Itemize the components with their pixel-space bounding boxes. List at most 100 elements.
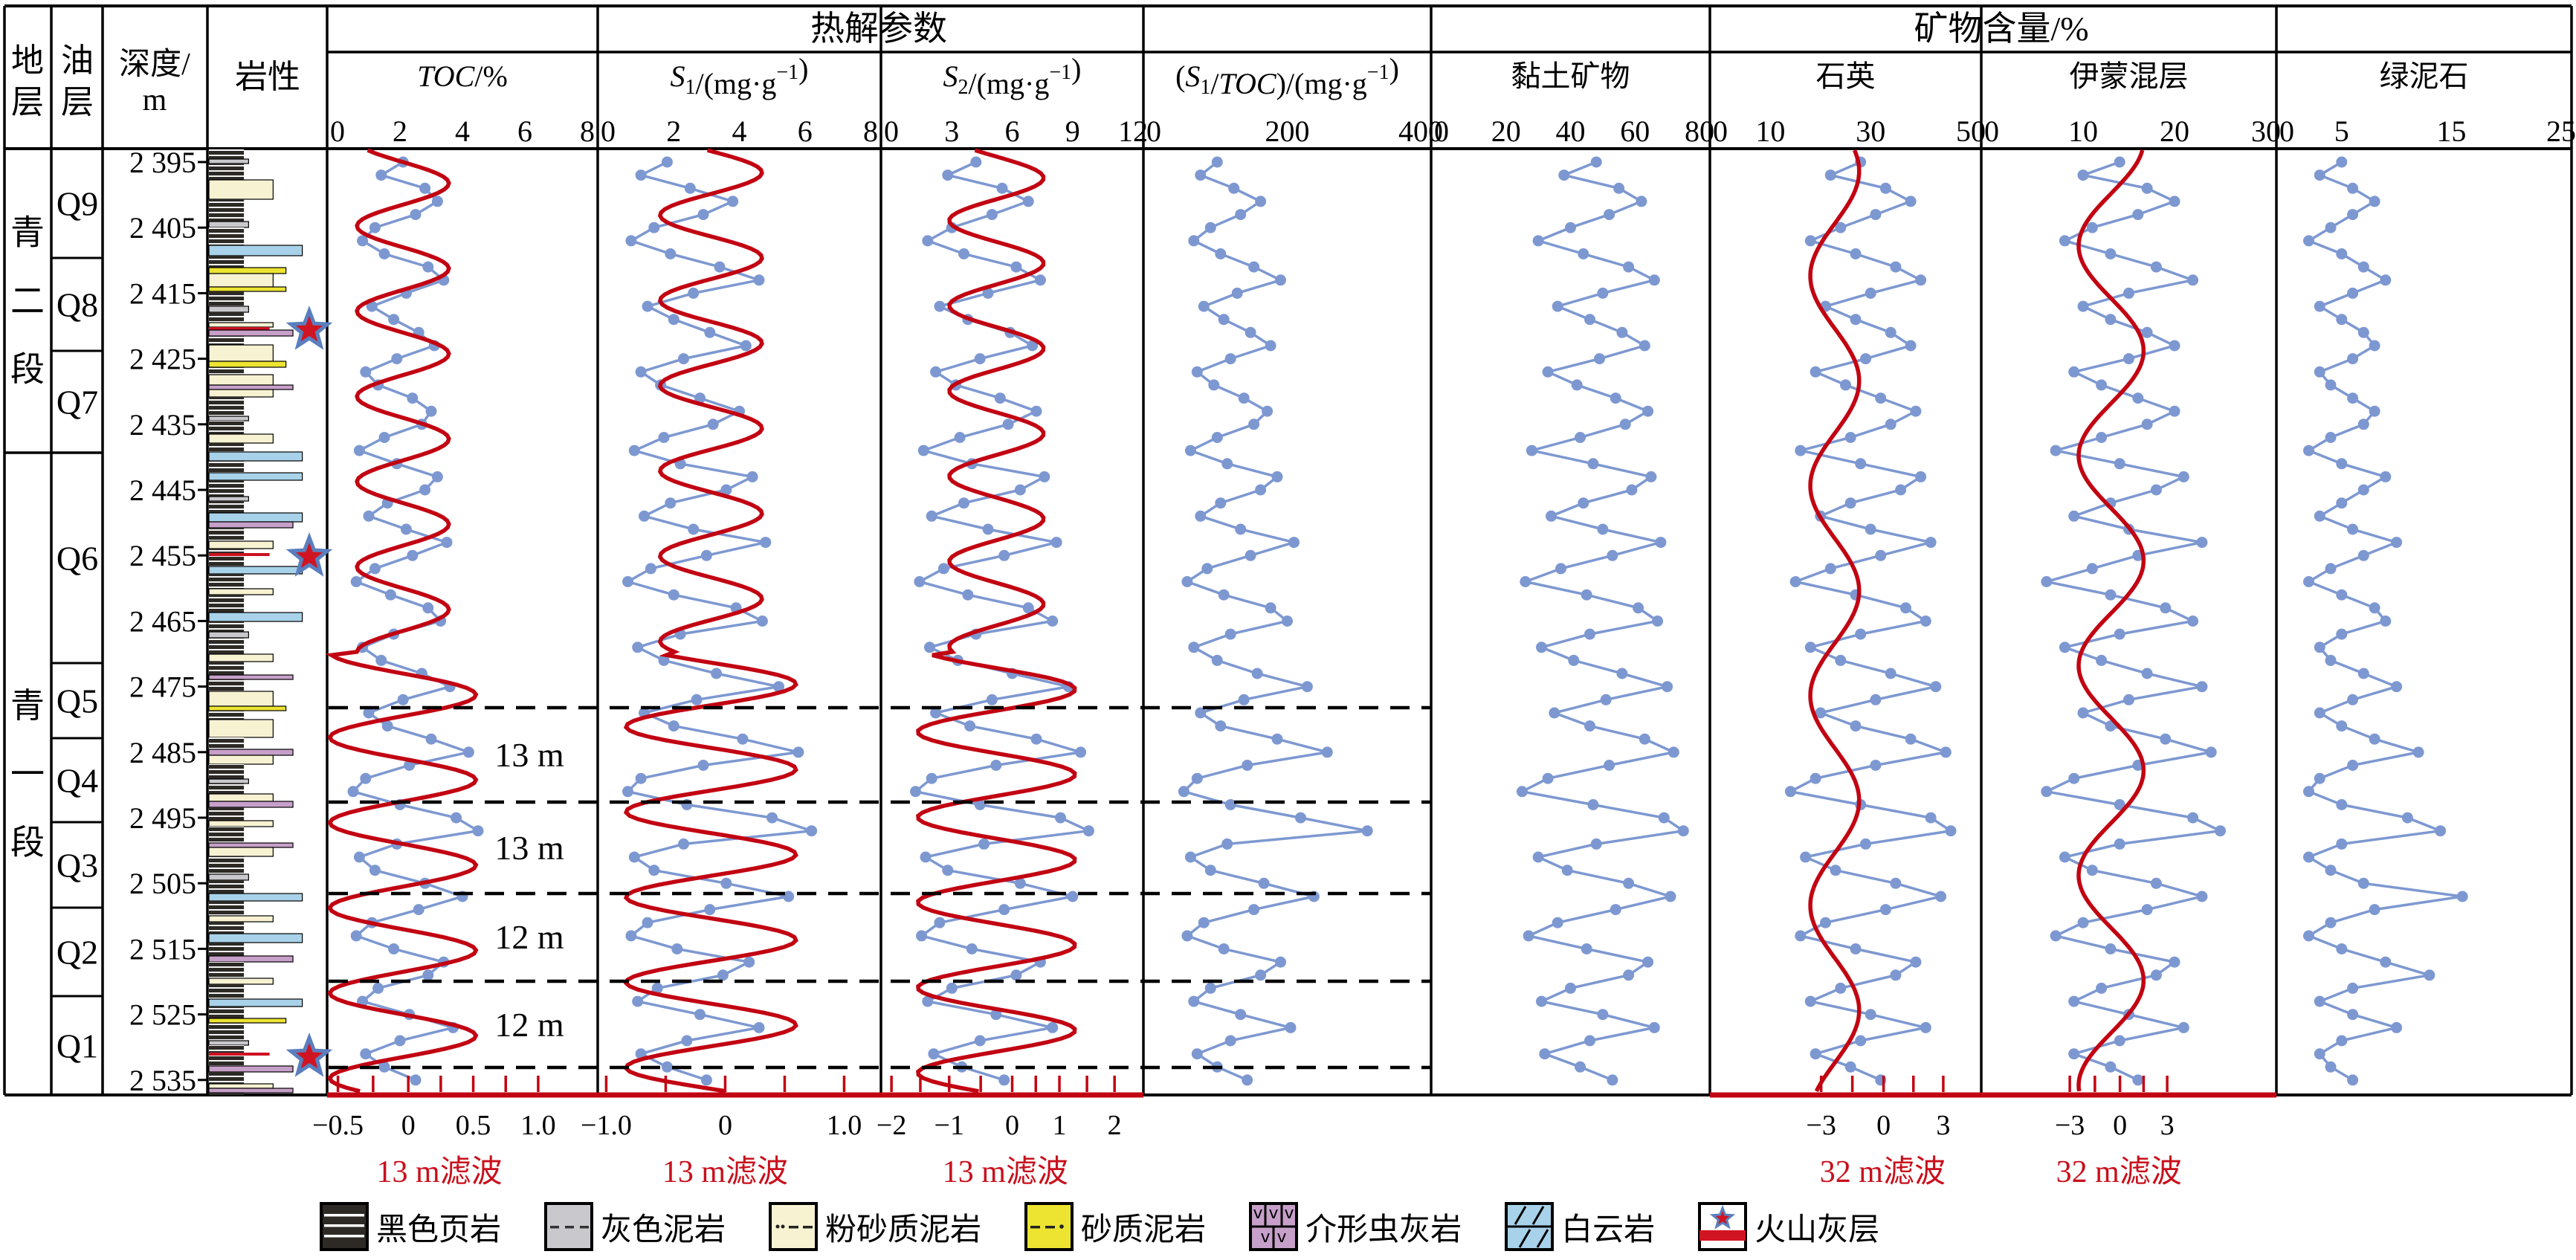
axis-tick-quartz: 0 [1713, 114, 1728, 148]
data-point [684, 182, 696, 194]
data-point [1014, 484, 1026, 496]
data-point [1639, 340, 1650, 352]
data-point [1597, 287, 1609, 299]
data-point [1027, 340, 1039, 352]
data-point [2077, 300, 2089, 312]
data-point [375, 169, 387, 181]
data-point [1245, 549, 1256, 561]
depth-tick-label: 2 425 [129, 343, 196, 376]
axis-tick-illite-smectite: 30 [2251, 114, 2281, 148]
lithology-band-k [209, 984, 245, 999]
data-point [1860, 353, 1871, 365]
volcanic-ash-stars [285, 305, 333, 1077]
data-point [1542, 772, 1554, 784]
axis-tick-quartz: 50 [1956, 114, 1986, 148]
data-point [632, 642, 644, 653]
data-point [360, 772, 372, 784]
data-point [2196, 681, 2208, 693]
data-point [1885, 668, 1897, 679]
data-point [1571, 379, 1583, 391]
data-point [1221, 458, 1233, 470]
data-point [1636, 196, 1647, 207]
lithology-band-g [208, 1040, 249, 1046]
axis-tick-chlorite: 0 [2279, 114, 2294, 148]
data-point [635, 169, 647, 181]
data-point [378, 432, 390, 443]
data-point [720, 877, 732, 889]
data-point [1208, 379, 1220, 391]
lithology-band-k [209, 922, 245, 934]
data-point [2369, 904, 2380, 916]
data-point [806, 825, 818, 837]
axis-tick-quartz: 10 [1755, 114, 1785, 148]
lithology-band-c [208, 1083, 274, 1089]
dot-mark [1059, 1224, 1064, 1229]
slash-mark [1518, 1229, 1531, 1248]
lithology-band-r [209, 553, 270, 556]
data-point [1245, 326, 1256, 338]
data-point [375, 654, 387, 666]
data-point [1613, 182, 1625, 194]
oil-layer-label: Q4 [57, 762, 98, 800]
data-point [2123, 694, 2134, 705]
axis-tick-s1-toc: 400 [1398, 114, 1443, 148]
lithology-band-c [208, 719, 274, 738]
oil-layer-label: Q2 [57, 934, 98, 972]
lithology-band-k [209, 1056, 245, 1066]
data-point [369, 563, 381, 575]
data-point [2068, 366, 2080, 378]
filter-curve-s1 [623, 148, 798, 1093]
data-point [964, 720, 976, 732]
data-point [1002, 419, 1014, 430]
data-point [1224, 628, 1236, 640]
data-point [2380, 274, 2392, 286]
data-point [1610, 904, 1621, 916]
shale-line [324, 1224, 364, 1227]
data-point [2059, 851, 2070, 863]
lithology-band-p [208, 1065, 294, 1073]
data-point [1594, 353, 1605, 365]
secondary-axis-label-s2: 2 [1108, 1110, 1122, 1141]
data-point [2077, 169, 2089, 181]
data-point [1546, 510, 1557, 522]
data-point [2077, 707, 2089, 719]
data-point [1639, 733, 1650, 745]
data-point [1532, 851, 1544, 863]
data-point [668, 314, 679, 326]
data-point [2169, 340, 2180, 352]
data-point [1301, 681, 1313, 693]
data-point [451, 812, 462, 824]
data-point [1265, 340, 1276, 352]
secondary-axis-label-s2: −1 [934, 1110, 964, 1141]
oil-layer-label: Q6 [57, 540, 98, 578]
data-point [1870, 209, 1882, 221]
legend-item-ostracod-limestone: v v v v v 介形虫灰岩 [1249, 1202, 1462, 1251]
data-point [2456, 891, 2468, 902]
secondary-axis-label-quartz: 0 [1876, 1110, 1891, 1141]
data-point [1610, 392, 1621, 404]
depth-tick-label: 2 515 [129, 932, 196, 966]
data-point [691, 694, 703, 705]
data-point [2325, 1061, 2337, 1073]
cycle-thickness-label: 13 m [494, 736, 564, 774]
data-point [1870, 694, 1882, 705]
data-point [942, 865, 954, 876]
column-header-lithology: 岩性 [235, 59, 300, 95]
data-point [1905, 340, 1917, 352]
data-point [727, 196, 739, 207]
data-point [1850, 314, 1862, 326]
dash-mark [789, 1226, 799, 1229]
data-point [2347, 523, 2359, 535]
track-quartz: 石英 0 10 30 50 −3 0 3 32 m滤波 [1710, 59, 1986, 1189]
data-point [2424, 969, 2435, 981]
data-point [462, 746, 474, 758]
axis-tick-clay: 40 [1556, 114, 1586, 148]
data-point [704, 326, 716, 338]
lithology-band-k [209, 549, 245, 553]
data-point [914, 576, 926, 587]
column-header-depth: 深度/ [119, 48, 190, 82]
data-point [998, 549, 1010, 561]
lithology-band-c [208, 179, 274, 200]
data-point [1215, 248, 1227, 259]
data-point [1030, 733, 1042, 745]
